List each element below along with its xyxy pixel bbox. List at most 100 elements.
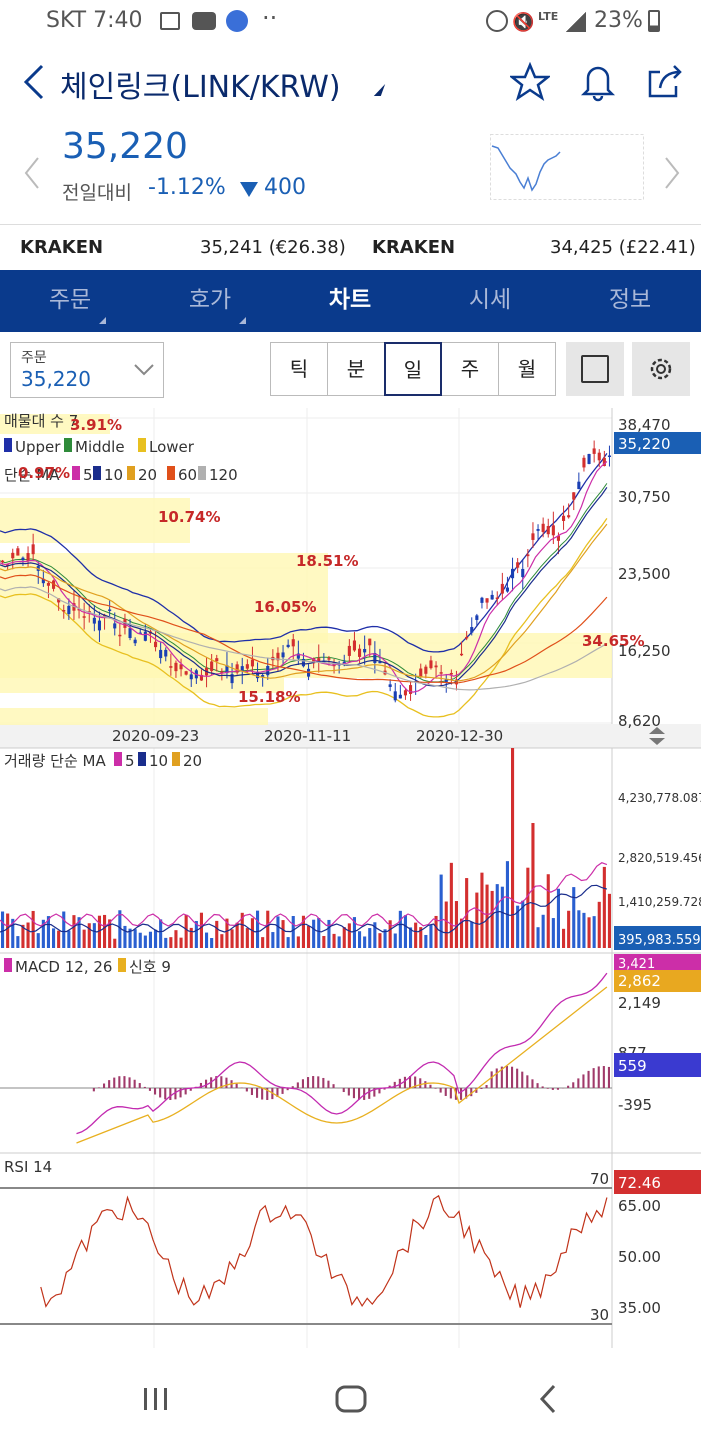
macd-hist-bar (485, 1085, 488, 1088)
legend-ma-label: 20 (138, 466, 157, 484)
tab-orderbook[interactable]: 호가 (140, 270, 280, 332)
macd-hist-bar (154, 1088, 157, 1095)
macd-hist-bar (250, 1088, 253, 1096)
volume-bars (0, 748, 611, 948)
volume-bar (113, 938, 117, 948)
volume-bar (567, 910, 571, 948)
macd-hist-bar (118, 1076, 121, 1088)
volume-tick: 2,820,519.456 (618, 851, 701, 865)
android-nav-bar (0, 1358, 701, 1440)
tab-chart[interactable]: 차트 (280, 270, 420, 332)
macd-hist-bar (475, 1088, 478, 1093)
candle-body (261, 675, 265, 677)
period-label: 일 (403, 358, 423, 382)
macd-hist-bar (342, 1088, 345, 1093)
title-dropdown-icon[interactable] (373, 84, 386, 96)
profile-percent: 15.18% (238, 688, 300, 706)
macd-hist-bar (378, 1088, 381, 1094)
moving-averages (0, 461, 608, 693)
ma120-line (0, 586, 608, 691)
home-icon[interactable] (334, 1384, 368, 1414)
tab-info[interactable]: 정보 (560, 270, 700, 332)
volume-bar (301, 915, 305, 948)
next-coin-chevron-icon[interactable] (662, 156, 682, 190)
profile-box (0, 708, 268, 725)
macd-signal-legend: 신호 9 (129, 958, 171, 976)
macd-hist-bar (505, 1066, 508, 1088)
candle-body (327, 658, 331, 660)
profile-box (0, 498, 190, 543)
macd-hist-bar (225, 1077, 228, 1088)
macd-hist-bar (383, 1088, 386, 1090)
candle-body (301, 658, 305, 667)
macd-hist-bar (429, 1084, 432, 1088)
macd-hist-bar (597, 1066, 600, 1088)
legend-ma-label: 120 (209, 466, 238, 484)
vol-ma5-line (0, 862, 608, 927)
macd-hist-bar (373, 1088, 376, 1097)
price-tick: 23,500 (618, 565, 671, 583)
candle-body (6, 564, 10, 566)
volume-bar (266, 910, 270, 948)
legend-ma-label: 60 (178, 466, 197, 484)
legend-ma-prefix: 단순 MA (4, 466, 60, 484)
price-summary: 35,220 전일대비 -1.12% 400 (0, 124, 701, 224)
volume-bar (521, 900, 525, 948)
fullscreen-button[interactable] (566, 342, 624, 396)
order-select-value: 35,220 (21, 367, 91, 391)
share-icon[interactable] (646, 62, 686, 102)
back-arrow-icon[interactable] (20, 62, 46, 102)
volume-bar (587, 917, 591, 948)
volume-bar (352, 917, 356, 948)
exchange-name: KRAKEN (372, 237, 456, 258)
candle-body (536, 529, 540, 531)
period-month-button[interactable]: 월 (498, 342, 556, 396)
candle-body (174, 662, 178, 672)
rsi-tick: 35.00 (618, 1299, 661, 1317)
macd-hist-bar (235, 1083, 238, 1088)
recent-apps-icon[interactable] (140, 1384, 172, 1414)
favorite-star-icon[interactable] (510, 62, 550, 102)
candle-body (490, 594, 494, 600)
tab-label: 정보 (608, 287, 652, 313)
chevron-down-icon (134, 364, 154, 376)
macd-tag-top (614, 954, 701, 970)
candle-body (409, 685, 413, 694)
period-day-button[interactable]: 일 (384, 342, 442, 396)
volume-bar (271, 932, 275, 948)
candle-body (460, 653, 464, 656)
period-label: 틱 (289, 357, 309, 381)
period-week-button[interactable]: 주 (441, 342, 499, 396)
tab-market[interactable]: 시세 (420, 270, 560, 332)
order-select[interactable]: 주문 35,220 (10, 342, 164, 398)
period-minute-button[interactable]: 분 (327, 342, 385, 396)
volume-bar (256, 910, 260, 948)
candle-body (215, 658, 219, 662)
profile-percent: 0.97% (18, 464, 70, 482)
macd-hist-bar (138, 1083, 141, 1088)
candle-body (511, 568, 515, 579)
volume-bar (205, 932, 209, 948)
bell-icon[interactable] (578, 60, 618, 102)
chart-area[interactable]: 매물대 수 7 Upper Middle Lower 단순 MA 5 10 20 60 120 3.… (0, 408, 701, 1358)
volume-bar (327, 919, 331, 948)
tab-order[interactable]: 주문 (0, 270, 140, 332)
macd-hist-bar (276, 1088, 279, 1098)
settings-button[interactable] (632, 342, 690, 396)
macd-hist-bar (546, 1088, 549, 1089)
prev-coin-chevron-icon[interactable] (22, 156, 42, 190)
rsi-legend: RSI 14 (4, 1158, 52, 1176)
candle-body (245, 664, 249, 669)
macd-hist-bar (97, 1087, 100, 1088)
macd-hist-bar (103, 1083, 106, 1088)
candle-body (521, 568, 525, 578)
tab-label: 호가 (188, 287, 232, 313)
legend-swatch (72, 466, 80, 480)
macd-hist-bar (592, 1068, 595, 1088)
candle-body (434, 665, 438, 668)
page-title[interactable]: 체인링크(LINK/KRW) (60, 70, 341, 105)
back-nav-icon[interactable] (534, 1382, 560, 1416)
ma20-line (0, 523, 608, 682)
stock-chart[interactable]: 매물대 수 7 Upper Middle Lower 단순 MA 5 10 20 60 120 3.… (0, 408, 701, 1358)
period-tick-button[interactable]: 틱 (270, 342, 328, 396)
